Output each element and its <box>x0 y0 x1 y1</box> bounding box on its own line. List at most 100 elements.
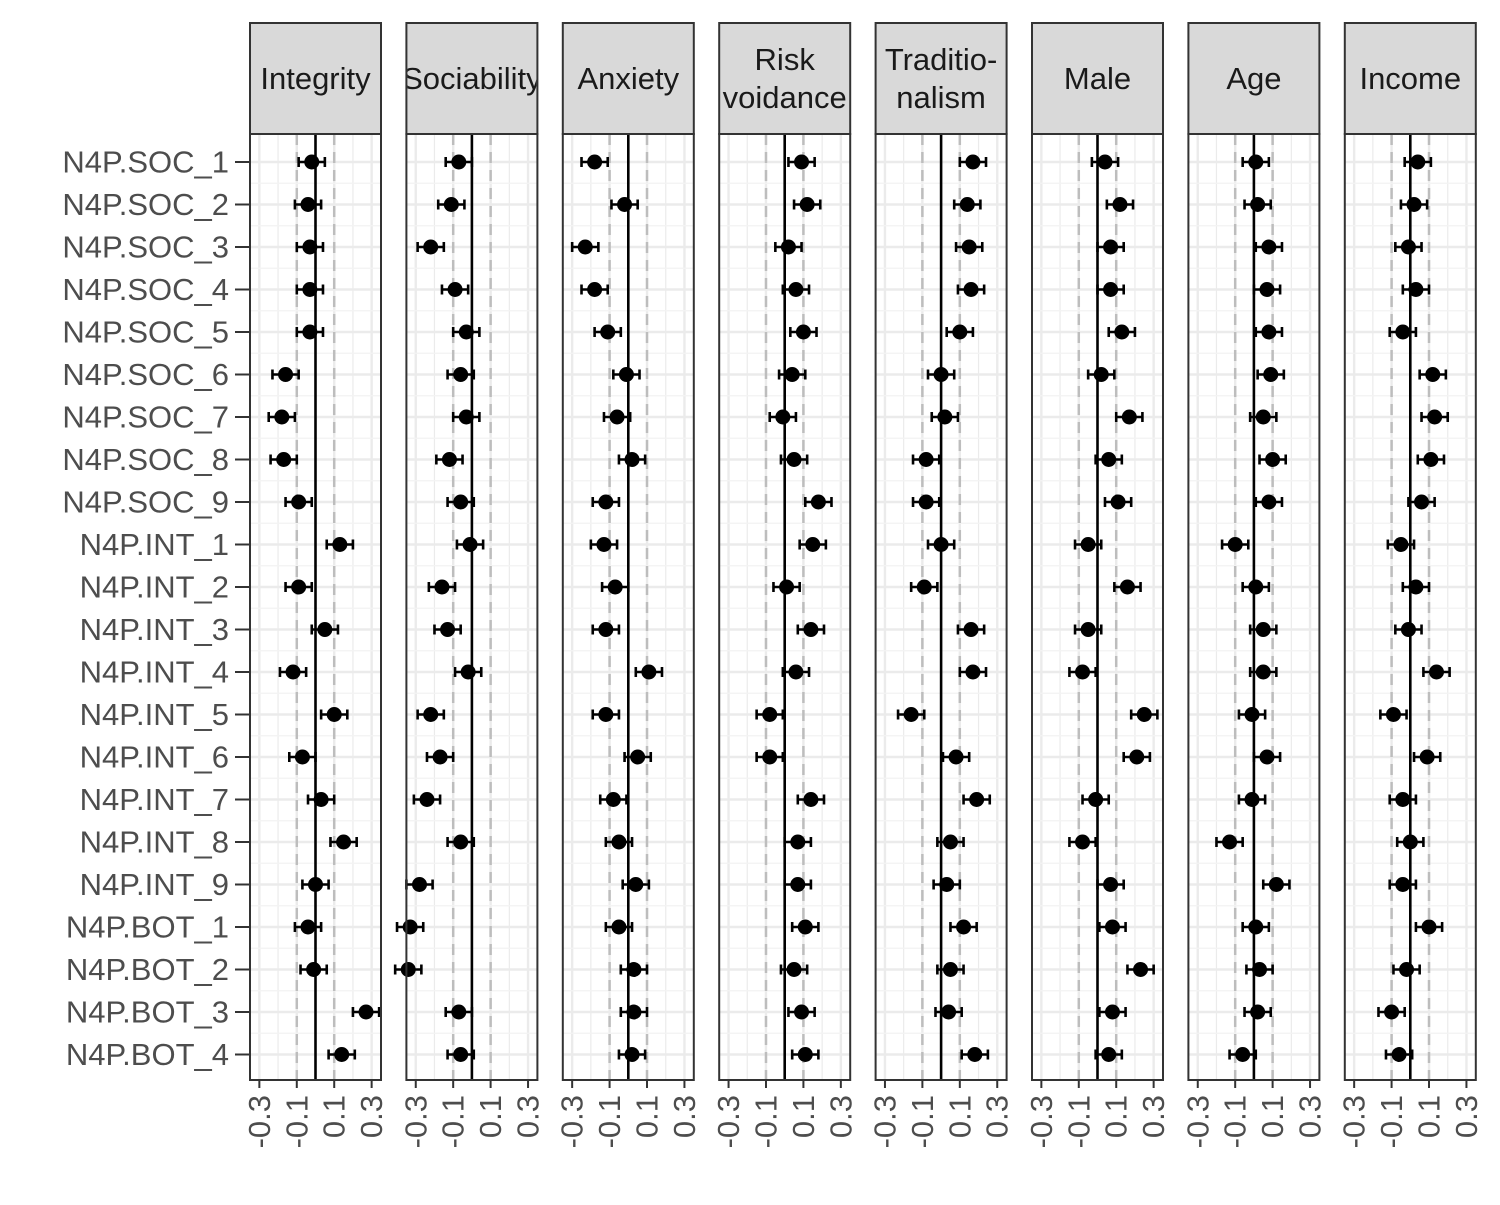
estimate-point <box>1119 579 1135 595</box>
row-label: N4P.SOC_6 <box>62 357 229 392</box>
estimate-point <box>453 494 469 510</box>
estimate-point <box>1402 834 1418 850</box>
x-tick-label: 0.3 <box>1449 1095 1484 1138</box>
estimate-point <box>304 154 320 170</box>
estimate-point <box>1104 919 1120 935</box>
estimate-point <box>1097 154 1113 170</box>
facet-label: nalism <box>896 80 986 115</box>
estimate-point <box>451 154 467 170</box>
facet-strip <box>718 22 852 135</box>
estimate-point <box>1222 834 1238 850</box>
row-label: N4P.INT_8 <box>80 825 229 860</box>
facet-strip <box>405 22 539 135</box>
estimate-point <box>334 1047 350 1062</box>
estimate-point <box>803 622 819 637</box>
estimate-point <box>1252 962 1268 977</box>
row-label: N4P.SOC_8 <box>62 442 229 477</box>
estimate-point <box>1255 622 1271 637</box>
estimate-point <box>1075 834 1091 850</box>
estimate-point <box>963 622 979 637</box>
estimate-point <box>794 1004 810 1020</box>
estimate-point <box>624 1047 640 1062</box>
row-label: N4P.BOT_2 <box>66 952 229 987</box>
x-tick-label: -0.1 <box>436 1095 471 1148</box>
estimate-point <box>918 494 934 510</box>
x-tick-label: -0.3 <box>1180 1095 1215 1148</box>
estimate-point <box>799 197 815 212</box>
panel-border <box>874 133 1008 1081</box>
row-label: N4P.SOC_2 <box>62 187 229 222</box>
estimate-point <box>302 282 318 297</box>
estimate-point <box>1399 962 1415 977</box>
estimate-point <box>626 1004 642 1020</box>
row-label: N4P.SOC_7 <box>62 400 229 435</box>
estimate-point <box>1136 707 1152 722</box>
estimate-point <box>313 792 329 807</box>
estimate-point <box>1075 664 1091 680</box>
estimate-point <box>797 919 813 935</box>
estimate-point <box>626 962 642 977</box>
estimate-point <box>1129 749 1145 765</box>
estimate-point <box>803 792 819 807</box>
x-tick-label: 0.1 <box>473 1095 508 1138</box>
x-tick-label: -0.3 <box>867 1095 902 1148</box>
estimate-point <box>1427 409 1443 425</box>
facet-panel: Traditio-nalism -0.3 -0.1 0.1 0.3 <box>867 22 1015 1148</box>
estimate-point <box>458 324 474 340</box>
estimate-point <box>1384 1004 1400 1020</box>
estimate-point <box>1244 792 1260 807</box>
row-label: N4P.INT_6 <box>80 740 229 775</box>
estimate-point <box>577 239 593 255</box>
x-tick-label: -0.3 <box>1024 1095 1059 1148</box>
estimate-point <box>948 749 964 765</box>
estimate-point <box>1408 282 1424 297</box>
estimate-point <box>432 749 448 765</box>
estimate-point <box>1080 537 1096 552</box>
x-tick-label: -0.1 <box>279 1095 314 1148</box>
estimate-point <box>1261 239 1277 255</box>
estimate-point <box>762 707 778 722</box>
panel-border <box>1187 133 1321 1081</box>
facet-label: Traditio- <box>885 42 998 77</box>
estimate-point <box>1093 367 1109 382</box>
estimate-point <box>462 537 478 552</box>
estimate-point <box>780 239 796 255</box>
x-tick-label: -0.3 <box>242 1095 277 1148</box>
row-label: N4P.INT_4 <box>80 655 229 690</box>
estimate-point <box>447 282 463 297</box>
estimate-point <box>453 1047 469 1062</box>
panel-border <box>718 133 852 1081</box>
facet-label: Income <box>1359 61 1461 96</box>
estimate-point <box>969 792 985 807</box>
estimate-point <box>587 154 603 170</box>
estimate-point <box>412 877 427 892</box>
estimate-point <box>336 834 352 850</box>
estimate-point <box>358 1004 374 1020</box>
estimate-point <box>458 409 474 425</box>
estimate-point <box>779 579 795 595</box>
estimate-point <box>294 749 310 765</box>
estimate-point <box>460 664 476 680</box>
estimate-point <box>453 367 469 382</box>
estimate-point <box>596 537 612 552</box>
estimate-point <box>1393 537 1409 552</box>
estimate-point <box>300 919 316 935</box>
facet-strip <box>561 22 695 135</box>
panel-border <box>1031 133 1164 1081</box>
estimate-point <box>1080 622 1096 637</box>
estimate-point <box>1121 409 1137 425</box>
estimate-point <box>611 834 627 850</box>
estimate-point <box>786 452 802 467</box>
estimate-point <box>628 877 644 892</box>
estimate-point <box>1244 707 1260 722</box>
estimate-point <box>400 962 416 977</box>
x-tick-label: -0.1 <box>592 1095 627 1148</box>
estimate-point <box>790 877 806 892</box>
panel-border <box>405 133 539 1081</box>
facet-strip <box>1343 22 1477 135</box>
estimate-point <box>587 282 603 297</box>
x-tick-label: -0.1 <box>905 1095 940 1148</box>
x-tick-label: 0.3 <box>511 1095 546 1138</box>
estimate-point <box>786 962 802 977</box>
